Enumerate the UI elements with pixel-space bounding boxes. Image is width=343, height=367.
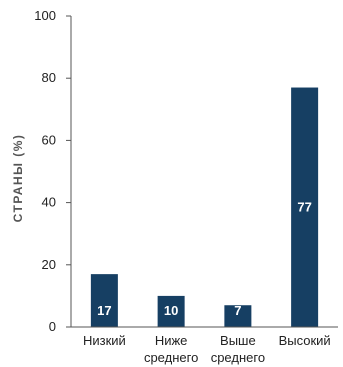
bar bbox=[291, 87, 319, 327]
x-category-label: Выше bbox=[220, 333, 256, 348]
bar-value-label: 77 bbox=[297, 199, 311, 214]
bar-value-label: 10 bbox=[164, 303, 178, 318]
bar bbox=[224, 305, 252, 327]
x-category-label: Ниже bbox=[155, 333, 188, 348]
y-tick-label: 20 bbox=[42, 257, 56, 272]
bar bbox=[157, 295, 185, 327]
x-category-label: среднего bbox=[211, 350, 265, 365]
x-category-label: среднего bbox=[144, 350, 198, 365]
y-tick-label: 0 bbox=[49, 319, 56, 334]
bar-value-label: 17 bbox=[97, 303, 111, 318]
y-tick-label: 40 bbox=[42, 195, 56, 210]
y-tick-label: 80 bbox=[42, 70, 56, 85]
bar bbox=[90, 274, 118, 327]
x-category-label: Низкий bbox=[83, 333, 126, 348]
y-axis-label: СТРАНЫ (%) bbox=[11, 134, 25, 223]
y-tick-label: 60 bbox=[42, 132, 56, 147]
y-tick-label: 100 bbox=[34, 8, 56, 23]
bar-value-label: 7 bbox=[234, 303, 241, 318]
x-category-label: Высокий bbox=[279, 333, 331, 348]
